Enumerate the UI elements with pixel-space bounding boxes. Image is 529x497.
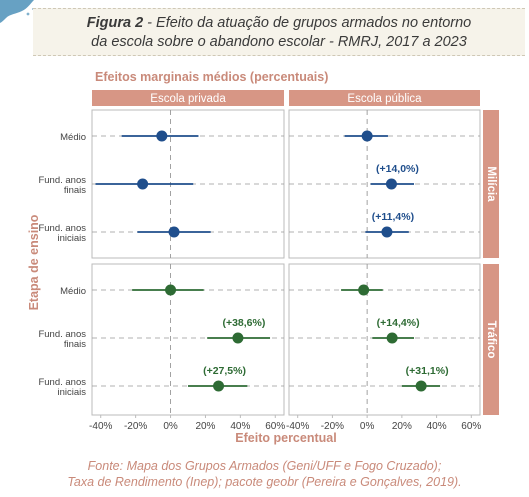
point-estimate-milicia-escola-publica-fund-anos-iniciais (381, 226, 393, 238)
category-label-line: finais (64, 185, 86, 196)
figure-title-box: Figura 2 - Efeito da atuação de grupos a… (33, 8, 525, 56)
category-label-line: Fund. anos (38, 377, 86, 388)
data-label-trafico-escola-privada-fund-anos-finais: (+38,6%) (222, 317, 265, 329)
point-estimate-trafico-escola-publica-medio (358, 284, 370, 296)
category-label-line: finais (64, 339, 86, 350)
point-estimate-trafico-escola-privada-medio (165, 284, 177, 296)
panel-border-trafico-escola-privada (91, 263, 285, 416)
point-estimate-milicia-escola-publica-medio (361, 130, 373, 142)
data-label-trafico-escola-publica-fund-anos-finais: (+14,4%) (377, 317, 420, 329)
facet-strip-escola-publica (289, 90, 480, 106)
category-label-line: iniciais (57, 387, 86, 398)
data-label-trafico-escola-publica-fund-anos-iniciais: (+31,1%) (406, 365, 449, 377)
figure-title-text-2: da escola sobre o abandono escolar - RMR… (91, 34, 467, 50)
point-estimate-milicia-escola-privada-fund-anos-iniciais (168, 226, 180, 238)
data-label-trafico-escola-privada-fund-anos-iniciais: (+27,5%) (203, 365, 246, 377)
category-label-fund-anos-finais: Fund. anos finais (38, 329, 86, 350)
x-tick-label: 40% (230, 421, 250, 432)
caption-line-1: Fonte: Mapa dos Grupos Armados (Geni/UFF… (87, 459, 442, 473)
x-tick-label: 0% (360, 421, 375, 432)
category-label-fund-anos-finais: Fund. anos finais (38, 175, 86, 196)
category-label-line: iniciais (57, 233, 86, 244)
x-tick-label: -40% (89, 421, 112, 432)
x-tick-label: 20% (392, 421, 412, 432)
facet-strip-label-trafico: Tráfico (485, 321, 497, 359)
facet-strip-label-milicia: Milícia (485, 166, 497, 202)
figure-title-text-1: Efeito da atuação de grupos armados no e… (156, 15, 472, 31)
category-label-medio: Médio (60, 132, 86, 143)
x-axis-title: Efeito percentual (235, 431, 336, 445)
category-label-line: Médio (60, 286, 86, 297)
data-label-milicia-escola-publica-fund-anos-finais: (+14,0%) (376, 163, 419, 175)
category-label-line: Médio (60, 132, 86, 143)
y-axis-title: Etapa de ensino (27, 214, 41, 310)
x-tick-label: 0% (163, 421, 178, 432)
category-label-line: Fund. anos (38, 329, 86, 340)
point-estimate-trafico-escola-publica-fund-anos-finais (386, 332, 398, 344)
category-label-line: Fund. anos (38, 175, 86, 186)
category-label-line: Fund. anos (38, 223, 86, 234)
caption-line-2: Taxa de Rendimento (Inep); pacote geobr … (67, 475, 462, 489)
point-estimate-trafico-escola-publica-fund-anos-iniciais (415, 380, 427, 392)
facet-strip-trafico (483, 264, 499, 415)
panel-border-trafico-escola-publica (288, 263, 481, 416)
point-estimate-milicia-escola-privada-fund-anos-finais (137, 178, 149, 190)
figure-title-line-2: da escola sobre o abandono escolar - RMR… (33, 34, 525, 50)
figure-title-line-1: Figura 2 - Efeito da atuação de grupos a… (33, 15, 525, 31)
x-tick-label: 20% (195, 421, 215, 432)
figure-label: Figura 2 (86, 15, 144, 31)
category-label-fund-anos-iniciais: Fund. anos iniciais (38, 223, 86, 244)
category-label-medio: Médio (60, 286, 86, 297)
point-estimate-milicia-escola-publica-fund-anos-finais (385, 178, 397, 190)
chart-subtitle: Efeitos marginais médios (percentuais) (95, 70, 328, 84)
x-tick-label: -20% (124, 421, 147, 432)
x-tick-label: 40% (427, 421, 447, 432)
point-estimate-milicia-escola-privada-medio (156, 130, 168, 142)
point-estimate-trafico-escola-privada-fund-anos-iniciais (213, 380, 225, 392)
facet-strip-label-escola-publica: Escola pública (347, 93, 422, 105)
facet-strip-milicia (483, 110, 499, 258)
point-estimate-trafico-escola-privada-fund-anos-finais (232, 332, 244, 344)
x-tick-label: -20% (321, 421, 344, 432)
data-label-milicia-escola-publica-fund-anos-iniciais: (+11,4%) (372, 211, 414, 223)
figure-separator: - (143, 15, 157, 31)
facet-strip-escola-privada (92, 90, 284, 106)
facet-strip-label-escola-privada: Escola privada (150, 93, 226, 105)
x-tick-label: -40% (286, 421, 309, 432)
x-tick-label: 60% (265, 421, 285, 432)
x-tick-label: 60% (461, 421, 481, 432)
category-label-fund-anos-iniciais: Fund. anos iniciais (38, 377, 86, 398)
